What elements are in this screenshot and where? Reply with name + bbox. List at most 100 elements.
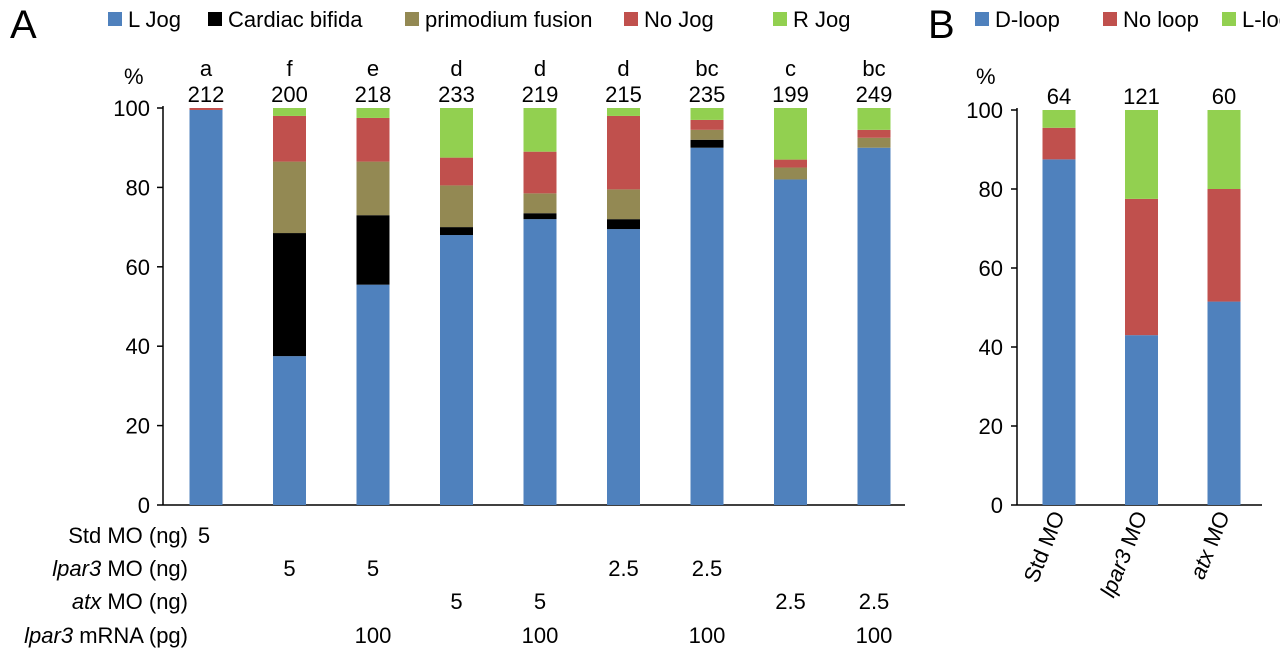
y-tick-label-80: 80 [126, 175, 150, 200]
legend-swatch-no-jog [624, 12, 638, 26]
bar-6-r-jog [607, 108, 640, 116]
bar-8-no-jog [774, 159, 807, 168]
y-tick-label-60: 60 [979, 256, 1003, 281]
y-tick-label-100: 100 [113, 96, 150, 121]
bar-4-cardiac-bifida [440, 227, 473, 236]
condition-value-r2-c7: 2.5 [692, 556, 723, 581]
panel-a-letter: A [10, 3, 37, 47]
bar-3-no-jog [356, 117, 390, 162]
panel-b-bars [1042, 110, 1241, 505]
bar-2-cardiac-bifida [273, 233, 306, 357]
panel-b-letter: B [928, 3, 955, 47]
legend-swatch-d-loop [975, 12, 989, 26]
condition-value-r3-c5: 5 [534, 589, 546, 614]
bar-2-d-loop [1125, 335, 1158, 505]
legend-label-l-jog: L Jog [128, 7, 181, 32]
panel-a-percent-label: % [124, 64, 144, 89]
bar-3-l-loop [1207, 110, 1241, 189]
bar-3-d-loop [1207, 301, 1241, 505]
condition-value-r4-c7: 100 [689, 623, 726, 648]
legend-label-r-jog: R Jog [793, 7, 850, 32]
y-tick-label-20: 20 [979, 414, 1003, 439]
panel-a-bars [189, 108, 891, 506]
bar-7-l-jog [690, 147, 724, 505]
legend-label-no-loop: No loop [1123, 7, 1199, 32]
panel-b-legend: D-loop No loop L-loop [975, 7, 1280, 32]
significance-letter-4: d [450, 56, 462, 81]
n-label-3: 60 [1212, 84, 1236, 109]
y-tick-label-40: 40 [126, 334, 150, 359]
condition-value-r4-c3: 100 [355, 623, 392, 648]
panel-b: B % D-loop No loop L-loop 0 20 40 60 80 100 64 1… [928, 3, 1280, 601]
significance-letter-1: a [200, 56, 213, 81]
bar-7-no-jog [690, 119, 724, 130]
significance-letter-6: d [617, 56, 629, 81]
bar-1-l-loop [1042, 110, 1076, 128]
bar-5-cardiac-bifida [523, 213, 557, 220]
bar-2-l-jog [273, 356, 306, 505]
condition-row-label-4: lpar3 mRNA (pg) [24, 623, 188, 648]
legend-label-no-jog: No Jog [644, 7, 714, 32]
category-label-std-mo: Std MO [1019, 508, 1070, 587]
y-tick-label-80: 80 [979, 177, 1003, 202]
condition-value-r1-c1: 5 [198, 523, 210, 548]
bar-9-primodium-fusion [857, 137, 891, 148]
n-label-1: 212 [188, 82, 225, 107]
n-label-3: 218 [355, 82, 392, 107]
panel-a-condition-table: Std MO (ng) 5 lpar3 MO (ng) 5 5 2.5 2.5 atx MO … [24, 523, 892, 648]
bar-1-no-jog [189, 108, 223, 110]
n-label-1: 64 [1047, 84, 1071, 109]
bar-2-primodium-fusion [273, 161, 306, 234]
bar-8-primodium-fusion [774, 167, 807, 180]
n-label-4: 233 [438, 82, 475, 107]
panel-b-category-labels: Std MO lpar3 MO atx MO [1019, 508, 1235, 601]
legend-swatch-primodium-fusion [405, 12, 419, 26]
legend-label-l-loop: L-loop [1242, 7, 1280, 32]
bar-7-r-jog [690, 108, 724, 120]
bar-7-primodium-fusion [690, 129, 724, 140]
condition-row-label-1: Std MO (ng) [68, 523, 188, 548]
condition-value-r3-c9: 2.5 [859, 589, 890, 614]
significance-letter-5: d [534, 56, 546, 81]
bar-4-l-jog [440, 235, 473, 506]
significance-letter-8: c [785, 56, 796, 81]
bar-4-r-jog [440, 108, 473, 158]
category-label-lpar3-mo: lpar3 MO [1095, 508, 1152, 601]
n-label-6: 215 [605, 82, 642, 107]
condition-value-r4-c9: 100 [856, 623, 893, 648]
condition-value-r2-c6: 2.5 [608, 556, 639, 581]
bar-1-l-jog [189, 109, 223, 506]
bar-1-no-loop [1042, 127, 1076, 160]
bar-3-l-jog [356, 284, 390, 505]
condition-value-r2-c3: 5 [367, 556, 379, 581]
bar-3-r-jog [356, 108, 390, 118]
legend-swatch-l-jog [108, 12, 122, 26]
significance-letter-7: bc [695, 56, 718, 81]
bar-6-l-jog [607, 229, 640, 505]
condition-row-label-2: lpar3 MO (ng) [52, 556, 188, 581]
condition-value-r2-c2: 5 [283, 556, 295, 581]
panel-a-legend: L Jog Cardiac bifida primodium fusion No Jo… [108, 7, 850, 32]
bar-4-primodium-fusion [440, 185, 473, 228]
legend-swatch-no-loop [1103, 12, 1117, 26]
legend-swatch-r-jog [773, 12, 787, 26]
n-label-9: 249 [856, 82, 893, 107]
y-tick-label-100: 100 [966, 98, 1003, 123]
bar-5-primodium-fusion [523, 193, 557, 214]
bar-5-no-jog [523, 151, 557, 194]
category-label-atx-mo: atx MO [1185, 508, 1235, 583]
y-tick-label-20: 20 [126, 414, 150, 439]
condition-value-r3-c4: 5 [450, 589, 462, 614]
condition-value-r3-c8: 2.5 [775, 589, 806, 614]
bar-3-cardiac-bifida [356, 215, 390, 285]
bar-2-no-loop [1125, 198, 1158, 336]
legend-label-d-loop: D-loop [995, 7, 1060, 32]
legend-swatch-cardiac-bifida [208, 12, 222, 26]
bar-8-l-jog [774, 179, 807, 505]
y-tick-label-0: 0 [991, 493, 1003, 518]
bar-9-no-jog [857, 129, 891, 138]
y-tick-label-0: 0 [138, 493, 150, 518]
bar-6-primodium-fusion [607, 189, 640, 220]
